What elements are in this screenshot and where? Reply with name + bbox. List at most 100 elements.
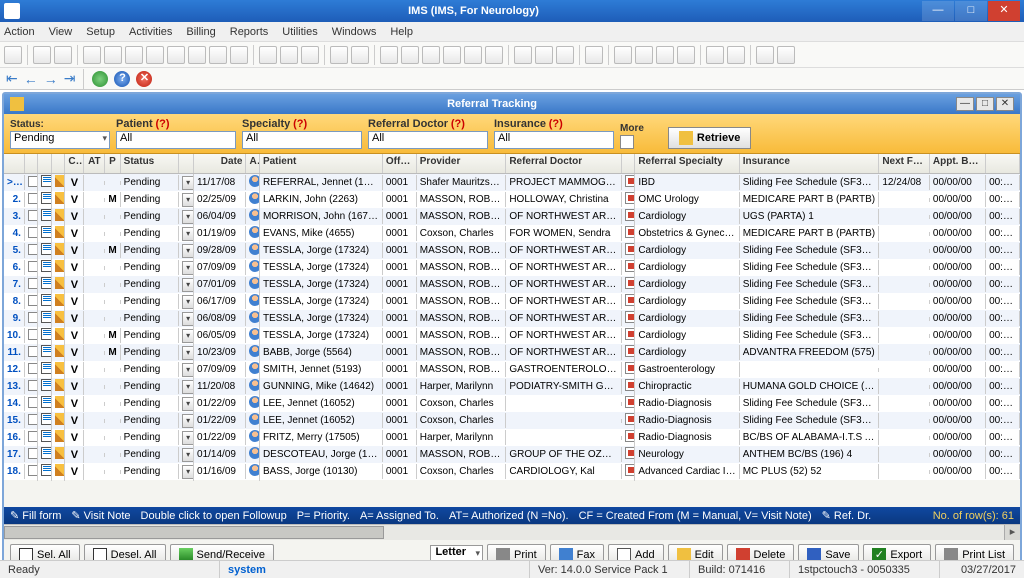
col-office[interactable]: Office xyxy=(383,154,417,173)
assigned-icon[interactable] xyxy=(249,396,259,408)
toolbar-icon[interactable] xyxy=(125,46,143,64)
table-row[interactable]: 8.VPending▾06/17/09TESSLA, Jorge (17324)… xyxy=(4,293,1020,310)
doc-icon[interactable] xyxy=(41,379,51,391)
col-refdr[interactable]: Referral Doctor xyxy=(506,154,622,173)
edit-icon[interactable] xyxy=(55,175,65,187)
doc-icon[interactable] xyxy=(41,192,51,204)
status-dropdown[interactable]: ▾ xyxy=(182,176,194,190)
edit-icon[interactable] xyxy=(55,192,65,204)
help-icon[interactable]: ? xyxy=(114,71,130,87)
doc-icon[interactable] xyxy=(41,260,51,272)
status-dropdown[interactable]: ▾ xyxy=(182,227,194,241)
status-dropdown[interactable]: ▾ xyxy=(182,210,194,224)
nav-first-icon[interactable]: ⇤ xyxy=(6,70,18,87)
grid-body[interactable]: >1.VPending▾11/17/08YREFERRAL, Jennet (1… xyxy=(4,174,1020,507)
row-checkbox[interactable] xyxy=(28,465,38,476)
nav-last-icon[interactable]: ⇥ xyxy=(64,70,76,87)
menu-activities[interactable]: Activities xyxy=(129,26,172,38)
table-row[interactable]: 11.VMPending▾10/23/09BABB, Jorge (5564)0… xyxy=(4,344,1020,361)
doc-icon[interactable] xyxy=(41,447,51,459)
toolbar-icon[interactable] xyxy=(464,46,482,64)
doc-icon[interactable] xyxy=(41,175,51,187)
col-p[interactable]: P xyxy=(105,154,120,173)
toolbar-icon[interactable] xyxy=(777,46,795,64)
row-checkbox[interactable] xyxy=(28,193,38,204)
toolbar-icon[interactable] xyxy=(614,46,632,64)
col-ab[interactable]: Appt. Booked xyxy=(930,154,986,173)
nav-next-icon[interactable]: → xyxy=(44,71,58,87)
toolbar-icon[interactable] xyxy=(104,46,122,64)
edit-icon[interactable] xyxy=(55,447,65,459)
col-status[interactable]: Status xyxy=(121,154,179,173)
row-checkbox[interactable] xyxy=(28,346,38,357)
menu-utilities[interactable]: Utilities xyxy=(282,26,317,38)
status-dropdown[interactable]: ▾ xyxy=(182,295,194,309)
toolbar-icon[interactable] xyxy=(380,46,398,64)
status-dropdown[interactable]: ▾ xyxy=(182,380,194,394)
status-dropdown[interactable]: ▾ xyxy=(182,363,194,377)
edit-icon[interactable] xyxy=(55,226,65,238)
row-checkbox[interactable] xyxy=(28,176,38,187)
doc-icon[interactable] xyxy=(41,396,51,408)
toolbar-icon[interactable] xyxy=(188,46,206,64)
assigned-icon[interactable] xyxy=(249,260,259,272)
status-dropdown[interactable]: ▾ xyxy=(182,397,194,411)
assigned-icon[interactable] xyxy=(249,311,259,323)
table-row[interactable]: 7.VPending▾07/01/09TESSLA, Jorge (17324)… xyxy=(4,276,1020,293)
row-checkbox[interactable] xyxy=(28,431,38,442)
toolbar-icon[interactable] xyxy=(656,46,674,64)
specialty-filter[interactable]: All xyxy=(242,131,362,149)
table-row[interactable]: 14.VPending▾01/22/09LEE, Jennet (16052)0… xyxy=(4,395,1020,412)
table-row[interactable]: 2.VMPending▾02/25/09LARKIN, John (2263)0… xyxy=(4,191,1020,208)
col-nf[interactable]: Next Followup xyxy=(879,154,930,173)
toolbar-icon[interactable] xyxy=(167,46,185,64)
table-row[interactable]: 4.VPending▾01/19/09EVANS, Mike (4655)000… xyxy=(4,225,1020,242)
col-patient[interactable]: Patient xyxy=(260,154,383,173)
edit-icon[interactable] xyxy=(55,413,65,425)
table-row[interactable]: 10.VMPending▾06/05/09TESSLA, Jorge (1732… xyxy=(4,327,1020,344)
insurance-filter[interactable]: All xyxy=(494,131,614,149)
assigned-icon[interactable] xyxy=(249,345,259,357)
stop-icon[interactable]: ✕ xyxy=(136,71,152,87)
assigned-icon[interactable] xyxy=(249,226,259,238)
close-button[interactable]: ✕ xyxy=(988,1,1020,21)
row-checkbox[interactable] xyxy=(28,414,38,425)
menu-windows[interactable]: Windows xyxy=(332,26,377,38)
toolbar-icon[interactable] xyxy=(635,46,653,64)
panel-close-button[interactable]: ✕ xyxy=(996,97,1014,111)
row-checkbox[interactable] xyxy=(28,397,38,408)
col-refsp[interactable]: Referral Specialty xyxy=(635,154,739,173)
minimize-button[interactable]: — xyxy=(922,1,954,21)
edit-icon[interactable] xyxy=(55,362,65,374)
panel-minimize-button[interactable]: — xyxy=(956,97,974,111)
assigned-icon[interactable] xyxy=(249,294,259,306)
status-dropdown[interactable]: ▾ xyxy=(182,261,194,275)
assigned-icon[interactable] xyxy=(249,379,259,391)
table-row[interactable]: 6.VPending▾07/09/09TESSLA, Jorge (17324)… xyxy=(4,259,1020,276)
col-cf[interactable]: CF xyxy=(65,154,84,173)
status-select[interactable]: Pending xyxy=(10,131,110,149)
table-row[interactable]: 5.VMPending▾09/28/09TESSLA, Jorge (17324… xyxy=(4,242,1020,259)
status-dropdown[interactable]: ▾ xyxy=(182,193,194,207)
edit-icon[interactable] xyxy=(55,396,65,408)
doc-icon[interactable] xyxy=(41,328,51,340)
menu-reports[interactable]: Reports xyxy=(230,26,269,38)
doc-icon[interactable] xyxy=(41,430,51,442)
panel-maximize-button[interactable]: □ xyxy=(976,97,994,111)
status-dropdown[interactable]: ▾ xyxy=(182,448,194,462)
doc-icon[interactable] xyxy=(41,464,51,476)
toolbar-icon[interactable] xyxy=(756,46,774,64)
toolbar-icon[interactable] xyxy=(230,46,248,64)
col-a[interactable]: A xyxy=(246,154,259,173)
patient-filter[interactable]: All xyxy=(116,131,236,149)
assigned-icon[interactable] xyxy=(249,175,259,187)
col-date[interactable]: Date xyxy=(194,154,246,173)
toolbar-icon[interactable] xyxy=(83,46,101,64)
edit-icon[interactable] xyxy=(55,379,65,391)
toolbar-icon[interactable] xyxy=(4,46,22,64)
edit-icon[interactable] xyxy=(55,294,65,306)
assigned-icon[interactable] xyxy=(249,430,259,442)
row-checkbox[interactable] xyxy=(28,295,38,306)
menu-action[interactable]: Action xyxy=(4,26,35,38)
col-ins[interactable]: Insurance xyxy=(740,154,880,173)
